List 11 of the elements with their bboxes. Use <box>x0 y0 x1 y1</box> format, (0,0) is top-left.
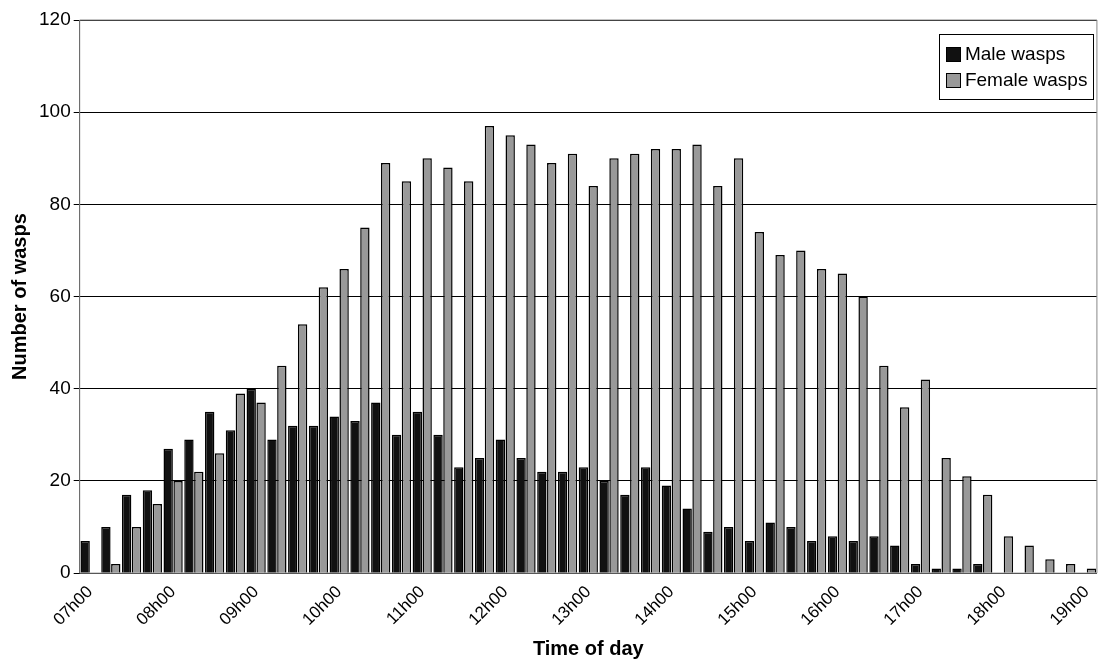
y-tick-label: 60 <box>49 284 71 306</box>
y-tick-label: 100 <box>39 100 71 122</box>
y-tick-label: 80 <box>49 192 71 214</box>
y-axis-title: Number of wasps <box>7 213 30 380</box>
legend-label: Male wasps <box>964 43 1066 65</box>
legend-label: Female wasps <box>964 69 1088 91</box>
y-tick-label: 0 <box>60 561 71 583</box>
y-tick-label: 40 <box>49 377 71 398</box>
y-tick-label: 120 <box>39 8 71 30</box>
y-tick-label: 20 <box>49 469 71 491</box>
x-axis-title: Time of day <box>532 636 645 659</box>
